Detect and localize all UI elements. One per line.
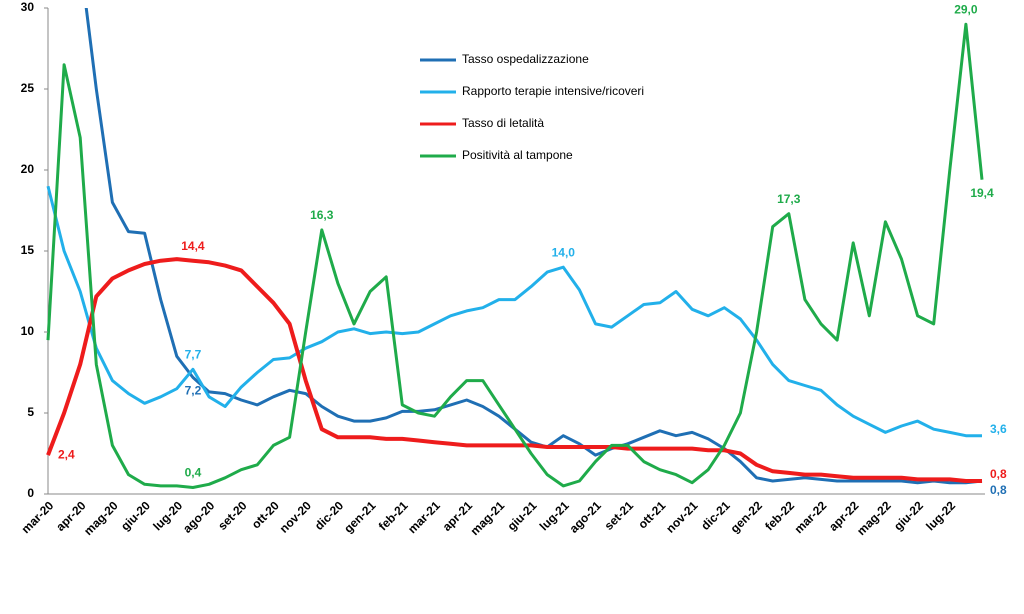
data-label: 14,0 — [552, 245, 576, 259]
x-tick-label: set-21 — [602, 498, 637, 533]
x-tick-label: giu-21 — [505, 498, 540, 533]
x-tick-label: lug-20 — [150, 498, 185, 533]
legend-label: Tasso ospedalizzazione — [462, 52, 589, 66]
data-label: 29,0 — [954, 2, 978, 16]
legend-label: Rapporto terapie intensive/ricoveri — [462, 84, 644, 98]
data-label: 7,2 — [185, 384, 202, 398]
y-tick-label: 25 — [21, 81, 35, 95]
x-tick-label: ago-20 — [180, 498, 217, 535]
data-label: 2,4 — [58, 447, 75, 461]
data-label: 17,3 — [777, 192, 801, 206]
y-tick-label: 20 — [21, 162, 35, 176]
x-tick-label: mar-21 — [405, 498, 443, 536]
x-tick-label: set-20 — [215, 498, 250, 533]
x-tick-label: mar-20 — [19, 498, 57, 536]
legend-label: Tasso di letalità — [462, 116, 544, 130]
x-tick-label: mag-21 — [468, 498, 508, 538]
x-tick-label: nov-21 — [663, 498, 700, 535]
data-label: 19,4 — [970, 186, 994, 200]
data-label: 7,7 — [185, 347, 202, 361]
data-label: 14,4 — [181, 239, 205, 253]
y-tick-label: 0 — [27, 486, 34, 500]
x-tick-label: gen-22 — [728, 498, 765, 535]
series-line — [46, 22, 984, 489]
series-line — [46, 185, 982, 438]
x-tick-label: dic-21 — [698, 498, 733, 533]
x-tick-label: mar-22 — [792, 498, 830, 536]
y-tick-label: 30 — [21, 0, 35, 14]
x-tick-label: ago-21 — [567, 498, 604, 535]
x-tick-label: giu-22 — [891, 498, 926, 533]
data-label: 16,3 — [310, 208, 334, 222]
data-label: 0,8 — [990, 483, 1007, 497]
x-tick-label: lug-21 — [537, 498, 572, 533]
x-tick-label: nov-20 — [277, 498, 314, 535]
x-tick-label: mag-22 — [854, 498, 894, 538]
x-tick-label: dic-20 — [312, 498, 347, 533]
x-tick-label: gen-21 — [341, 498, 378, 535]
plot-area — [46, 8, 984, 489]
y-tick-label: 10 — [21, 324, 35, 338]
data-label: 0,4 — [185, 466, 202, 480]
legend-label: Positività al tampone — [462, 148, 573, 162]
data-label: 3,6 — [990, 422, 1007, 436]
y-tick-label: 15 — [21, 243, 35, 257]
x-tick-label: giu-20 — [118, 498, 153, 533]
x-tick-label: lug-22 — [923, 498, 958, 533]
series-line — [46, 257, 982, 483]
x-tick-label: mag-20 — [81, 498, 121, 538]
data-label: 0,8 — [990, 467, 1007, 481]
y-tick-label: 5 — [27, 405, 34, 419]
